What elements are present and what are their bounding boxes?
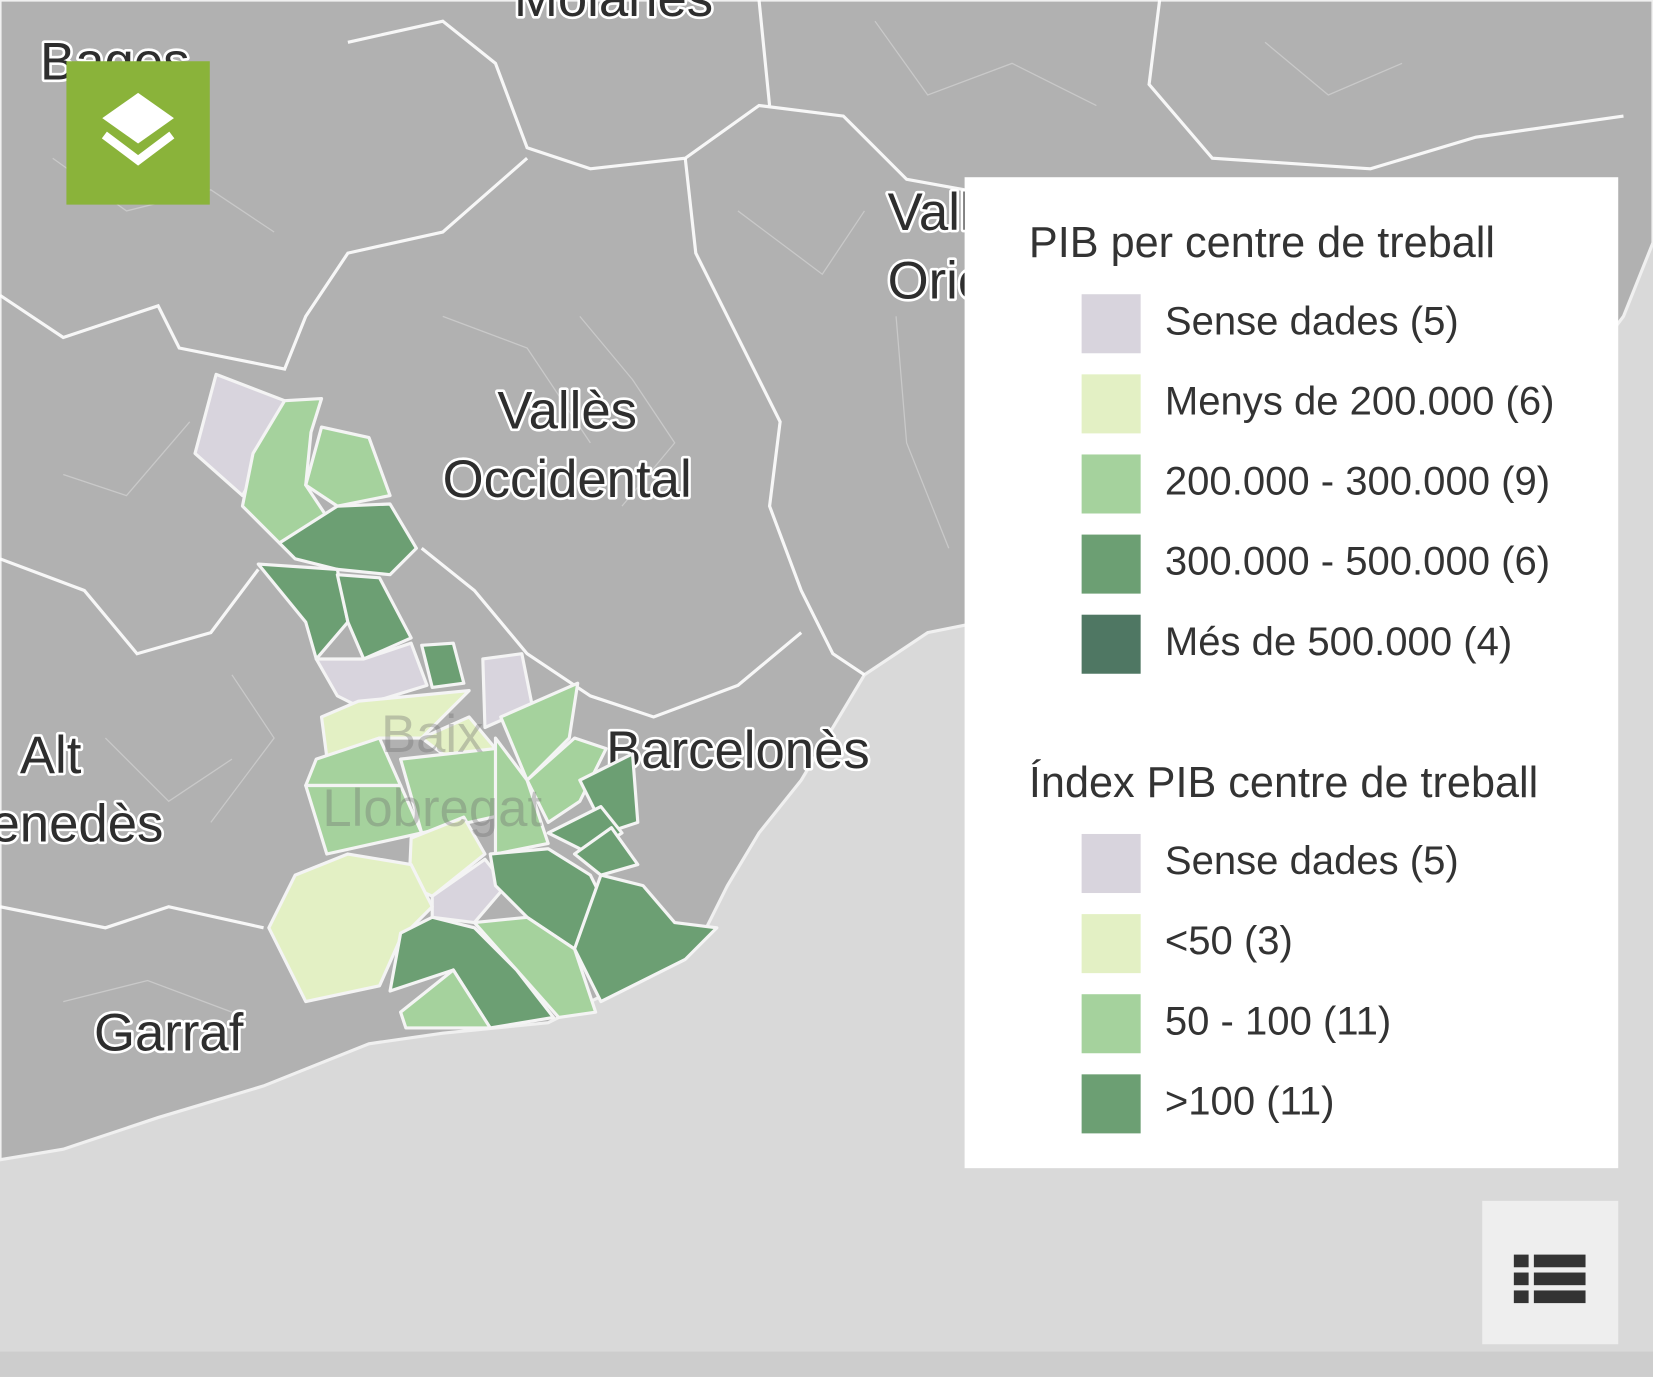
legend-title: Índex PIB centre de treball bbox=[1029, 759, 1538, 807]
layers-button[interactable] bbox=[66, 61, 210, 205]
faded-labels: Baix Llobregat bbox=[322, 705, 542, 838]
municipality bbox=[430, 857, 508, 925]
legend-swatch bbox=[1081, 614, 1141, 674]
map-label: Baix bbox=[381, 705, 484, 764]
legend-label: 200.000 - 300.000 (9) bbox=[1165, 460, 1550, 504]
map-label: Penedès bbox=[0, 795, 163, 854]
municipality bbox=[572, 873, 719, 1004]
municipalities bbox=[193, 372, 719, 1030]
municipality bbox=[314, 641, 429, 709]
map-label: Moianès bbox=[514, 0, 713, 28]
legend-label: 50 - 100 (11) bbox=[1165, 999, 1391, 1043]
map-label: Vallès bbox=[497, 381, 637, 440]
map-label: Occidental bbox=[443, 450, 692, 509]
municipality bbox=[335, 573, 413, 661]
legend: PIB per centre de treball Sense dades (5)… bbox=[964, 177, 1619, 1169]
legend-swatch bbox=[1081, 833, 1141, 894]
legend-label: Menys de 200.000 (6) bbox=[1165, 379, 1555, 423]
legend-swatch bbox=[1081, 534, 1141, 594]
municipality bbox=[256, 562, 350, 661]
municipality bbox=[493, 736, 550, 856]
layers-icon bbox=[102, 92, 174, 144]
municipality bbox=[572, 826, 640, 877]
map-label: Alt bbox=[20, 726, 82, 785]
legend-swatch bbox=[1081, 374, 1141, 434]
map-label: Llobregat bbox=[322, 779, 542, 838]
map-label: Barcelonès bbox=[606, 721, 870, 780]
municipality bbox=[304, 425, 392, 508]
legend-title: PIB per centre de treball bbox=[1029, 219, 1495, 267]
municipality bbox=[499, 681, 580, 782]
map-label: Garraf bbox=[94, 1003, 244, 1062]
legend-swatch bbox=[1081, 454, 1141, 514]
list-icon bbox=[1513, 1254, 1586, 1304]
municipality bbox=[277, 502, 418, 577]
legend-swatch bbox=[1081, 994, 1141, 1054]
bottom-strip bbox=[0, 1351, 1653, 1377]
legend-label: Sense dades (5) bbox=[1165, 299, 1459, 343]
municipality bbox=[399, 968, 492, 1030]
legend-swatch bbox=[1081, 1074, 1141, 1134]
legend-swatch bbox=[1081, 914, 1141, 974]
municipality bbox=[420, 641, 466, 690]
layers-icon bbox=[101, 131, 175, 166]
legend-box bbox=[964, 177, 1619, 1169]
list-button[interactable] bbox=[1482, 1200, 1619, 1345]
municipality bbox=[388, 915, 556, 1030]
legend-label: >100 (11) bbox=[1165, 1079, 1335, 1123]
legend-label: <50 (3) bbox=[1165, 919, 1293, 963]
legend-label: 300.000 - 500.000 (6) bbox=[1165, 540, 1550, 584]
legend-label: Sense dades (5) bbox=[1165, 839, 1459, 883]
legend-swatch bbox=[1081, 294, 1141, 354]
legend-label: Més de 500.000 (4) bbox=[1165, 620, 1512, 664]
